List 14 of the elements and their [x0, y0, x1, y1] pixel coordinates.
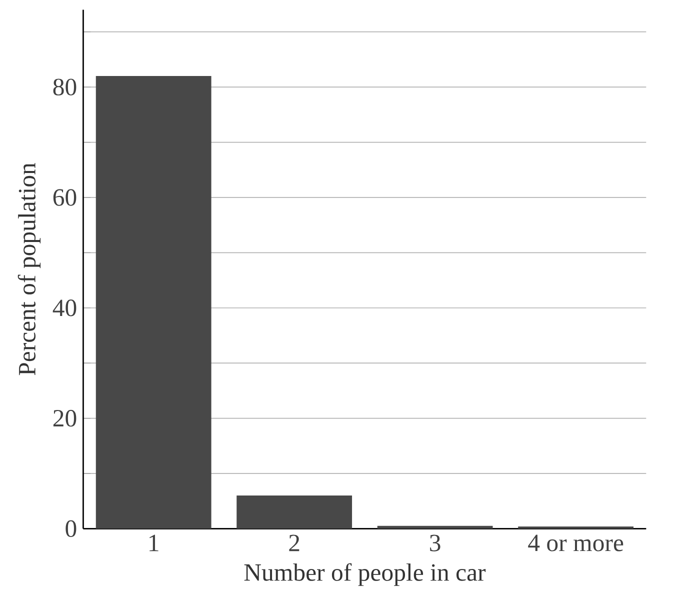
bar — [96, 76, 212, 529]
bar — [377, 526, 493, 529]
x-tick-label: 3 — [430, 534, 440, 552]
y-tick-label: 60 — [53, 189, 76, 206]
y-tick-label: 40 — [52, 300, 76, 316]
bar — [236, 496, 352, 529]
x-tick-label: 4 or more — [528, 534, 624, 552]
x-axis-title: Number of people in car — [244, 563, 486, 586]
y-tick-label: 80 — [53, 78, 76, 96]
x-tick-label: 1 — [150, 534, 158, 552]
x-tick-label: 2 — [289, 534, 300, 552]
y-tick-label: 0 — [66, 520, 76, 538]
y-axis-title: Percent of population — [18, 162, 41, 376]
y-tick-label: 20 — [53, 410, 76, 427]
